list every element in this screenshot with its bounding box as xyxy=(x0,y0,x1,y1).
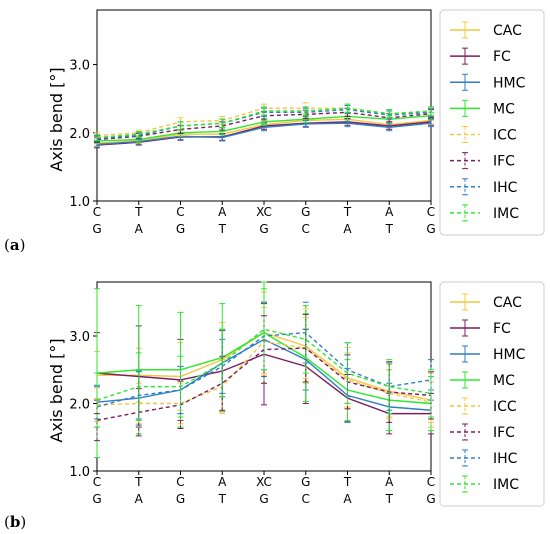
legend-label: CAC xyxy=(493,295,522,311)
legend-label: IFC xyxy=(493,425,515,441)
y-tick-label: 1.0 xyxy=(69,195,90,210)
x-tick-label-bottom: G xyxy=(176,222,185,236)
legend-box xyxy=(439,281,545,507)
x-tick-label-top: T xyxy=(343,205,352,219)
y-tick-label: 1.0 xyxy=(69,465,90,480)
legend-label: IHC xyxy=(493,180,518,196)
y-tick-label: 2.0 xyxy=(69,398,90,413)
legend-label: FC xyxy=(493,49,511,65)
x-tick-label-bottom: G xyxy=(426,222,435,236)
x-tick-label-bottom: A xyxy=(343,492,352,506)
y-tick-label: 2.0 xyxy=(69,127,90,142)
x-tick-label-bottom: A xyxy=(135,222,144,236)
legend-label: IHC xyxy=(493,451,518,467)
panel-a-label: (a) xyxy=(4,236,25,254)
x-tick-label-top: T xyxy=(134,205,143,219)
series-line xyxy=(96,331,432,408)
y-tick-label: 3.0 xyxy=(69,330,90,345)
x-tick-label-top: A xyxy=(218,475,227,489)
x-tick-label-bottom: T xyxy=(218,492,227,506)
x-tick-label-bottom: A xyxy=(135,492,144,506)
x-tick-label-top: T xyxy=(134,475,143,489)
x-tick-label-top: A xyxy=(385,475,394,489)
legend-label: HMC xyxy=(493,75,526,91)
x-tick-label-bottom: C xyxy=(302,222,310,236)
x-tick-label-top: T xyxy=(343,475,352,489)
x-tick-label-top: C xyxy=(176,205,184,219)
x-tick-label-bottom: C xyxy=(302,492,310,506)
panel-b-label: (b) xyxy=(4,513,26,531)
x-tick-label-top: XC xyxy=(256,205,272,219)
x-tick-label-bottom: G xyxy=(426,492,435,506)
x-tick-label-top: G xyxy=(301,205,310,219)
legend-box xyxy=(439,9,545,236)
series-IMC xyxy=(94,288,434,428)
legend-label: IMC xyxy=(493,206,519,222)
x-tick-label-top: C xyxy=(427,205,435,219)
x-tick-label-bottom: G xyxy=(92,222,101,236)
x-tick-label-bottom: G xyxy=(92,492,101,506)
x-tick-label-top: C xyxy=(427,475,435,489)
legend-label: ICC xyxy=(493,128,517,144)
legend-label: FC xyxy=(493,321,511,337)
x-tick-label-bottom: T xyxy=(385,222,394,236)
y-axis-label: Axis bend [°] xyxy=(47,338,66,442)
x-tick-label-bottom: G xyxy=(176,492,185,506)
legend-label: IMC xyxy=(493,477,519,493)
x-tick-label-top: C xyxy=(93,205,101,219)
x-tick-label-top: G xyxy=(301,475,310,489)
x-tick-label-bottom: T xyxy=(218,222,227,236)
legend-label: MC xyxy=(493,101,515,117)
x-tick-label-bottom: G xyxy=(259,222,268,236)
y-tick-label: 3.0 xyxy=(69,59,90,74)
series-line xyxy=(96,107,432,139)
legend-label: ICC xyxy=(493,399,517,415)
legend-label: MC xyxy=(493,373,515,389)
x-tick-label-top: A xyxy=(218,205,227,219)
legend-label: CAC xyxy=(493,23,522,39)
legend-label: HMC xyxy=(493,347,526,363)
x-tick-label-top: A xyxy=(385,205,394,219)
series-line xyxy=(96,328,432,401)
x-tick-label-top: C xyxy=(176,475,184,489)
x-tick-label-bottom: A xyxy=(343,222,352,236)
x-tick-label-bottom: T xyxy=(385,492,394,506)
x-tick-label-top: XC xyxy=(256,475,272,489)
x-tick-label-bottom: G xyxy=(259,492,268,506)
x-tick-label-top: C xyxy=(93,475,101,489)
legend-label: IFC xyxy=(493,154,515,170)
series-IMC xyxy=(94,103,434,141)
y-axis-label: Axis bend [°] xyxy=(47,67,66,171)
